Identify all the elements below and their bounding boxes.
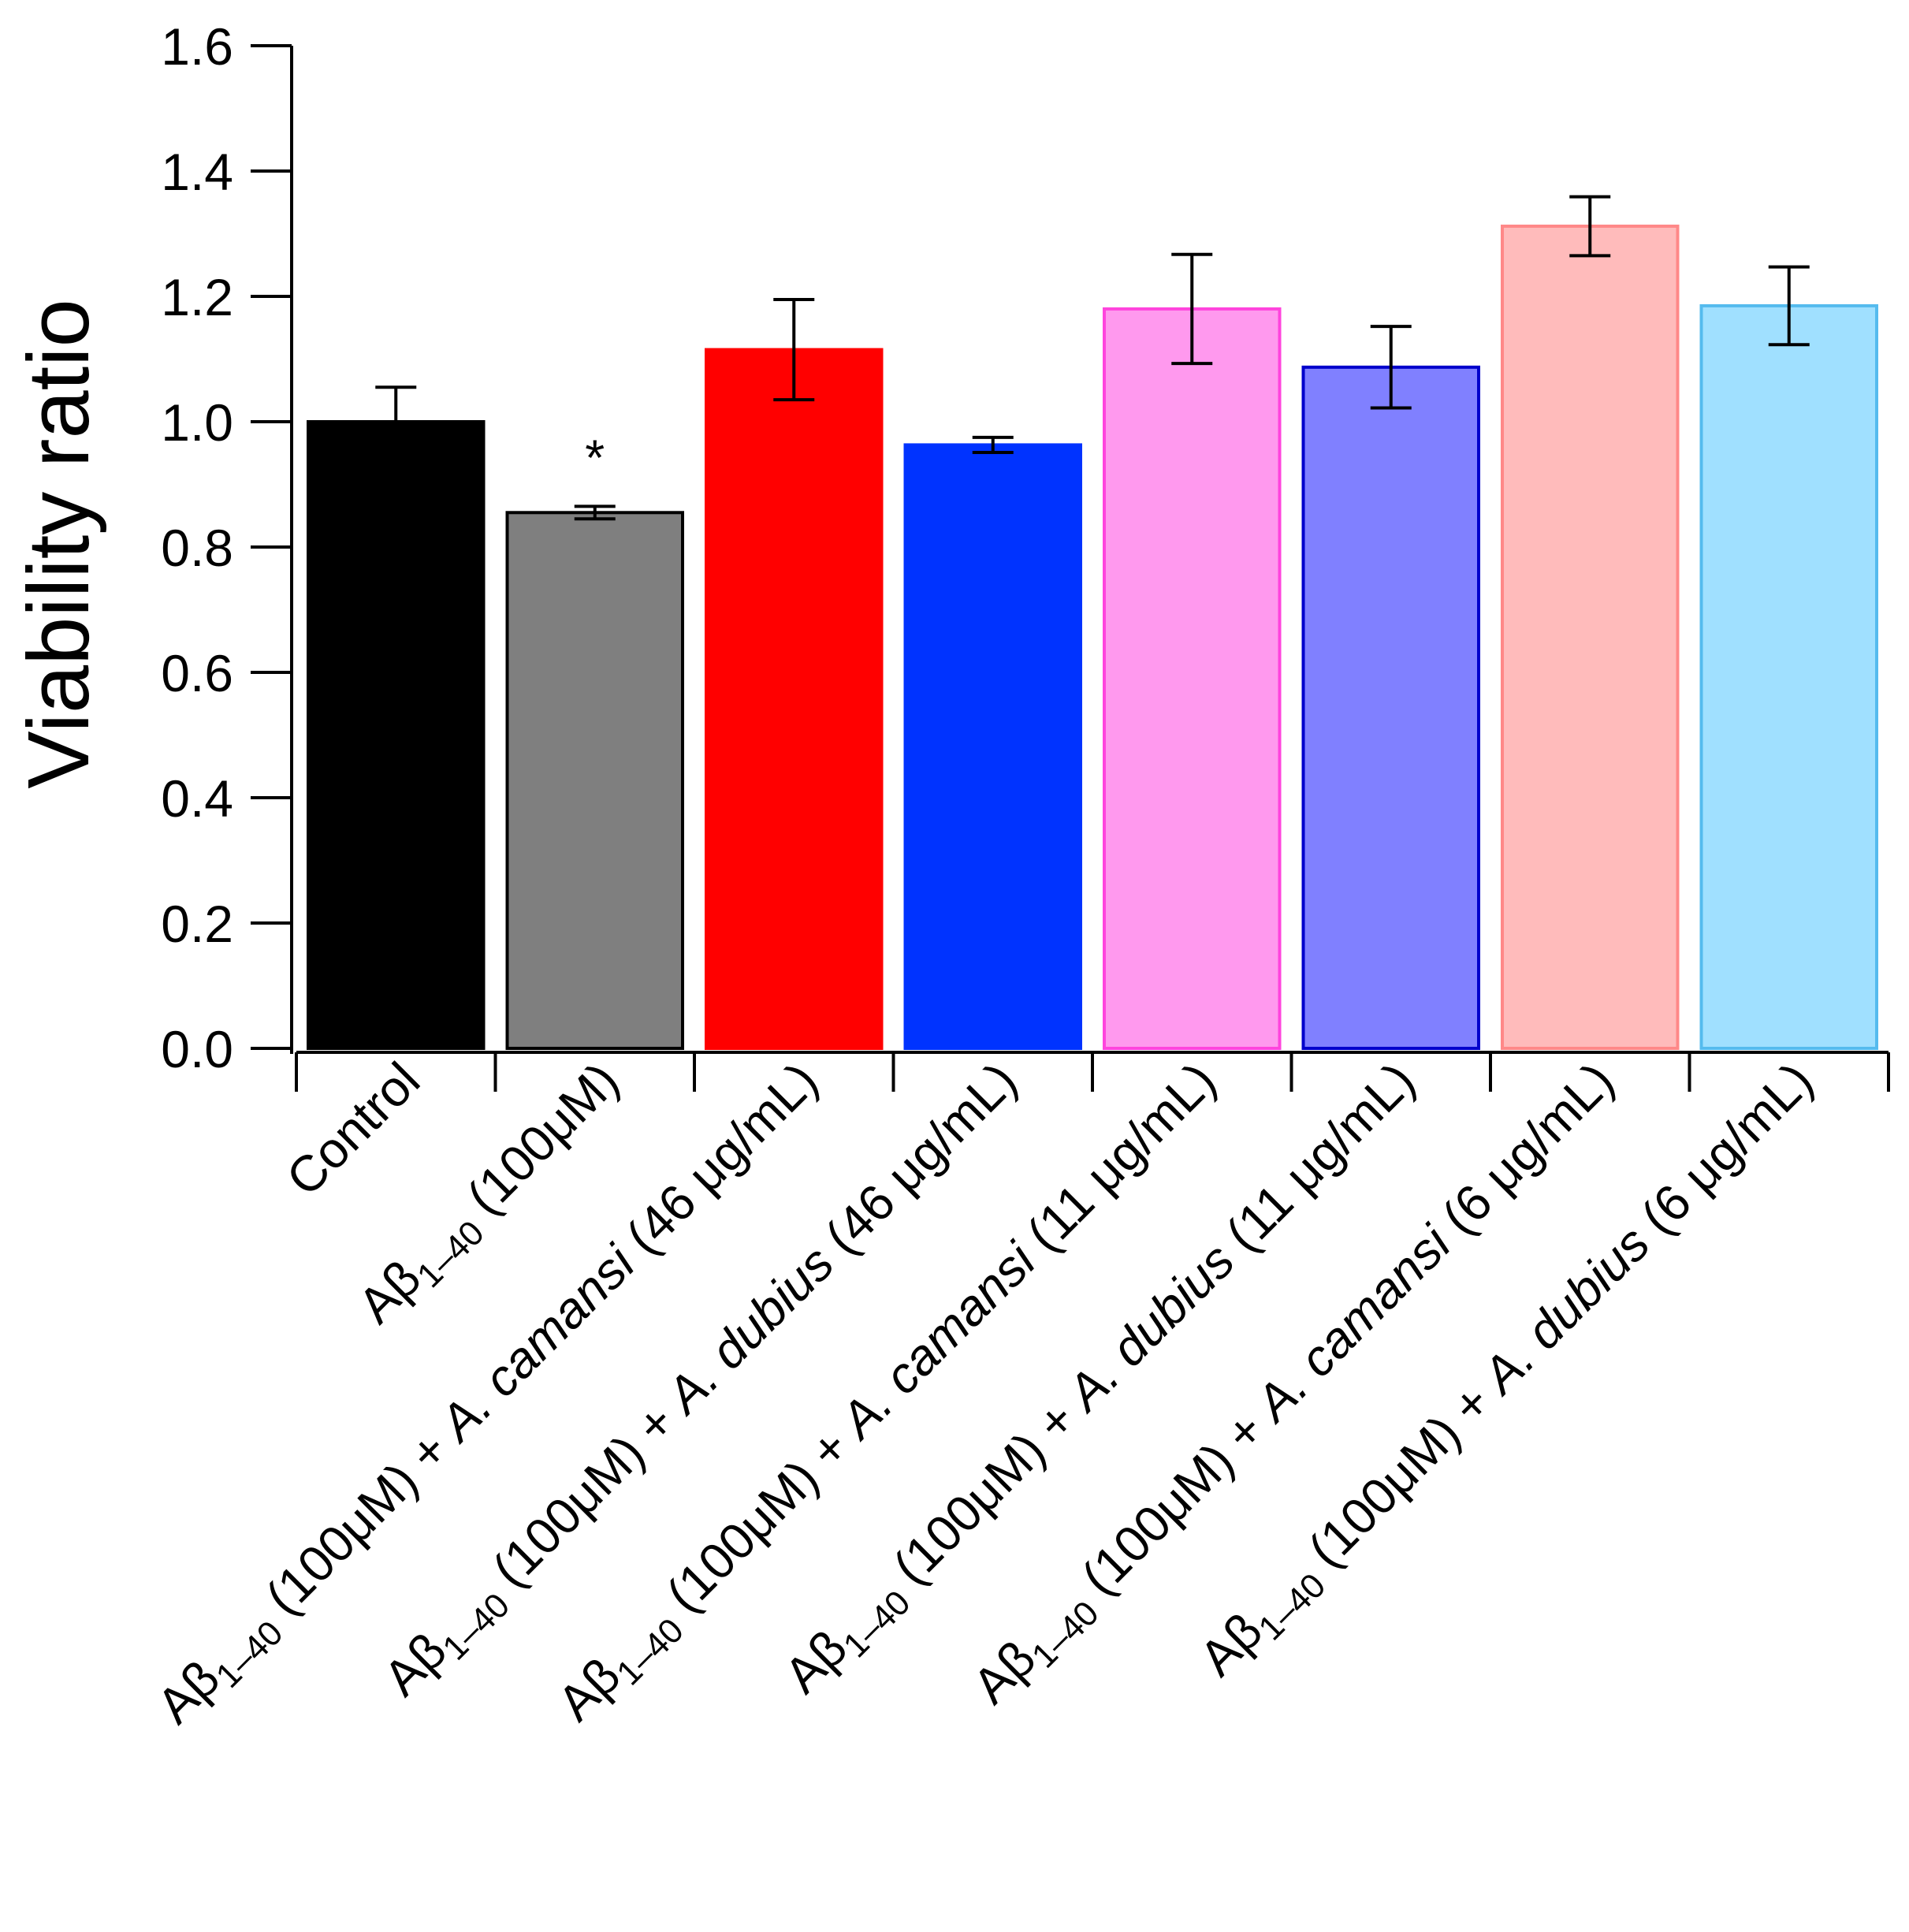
y-tick-label: 0.8: [161, 519, 233, 577]
y-tick-label: 1.6: [161, 17, 233, 76]
error-bar: [375, 385, 417, 458]
significance-marker: *: [585, 429, 605, 486]
bar: [307, 420, 486, 1050]
error-bar: [1171, 252, 1213, 366]
error-bars: [375, 195, 1810, 521]
y-tick-label: 0.0: [161, 1020, 233, 1078]
y-tick-label: 1.0: [161, 393, 233, 452]
bar: [1501, 224, 1680, 1051]
error-bar: [972, 435, 1014, 454]
y-tick-label: 0.6: [161, 644, 233, 702]
y-tick-label: 1.4: [161, 143, 233, 201]
error-bar: [1768, 265, 1810, 347]
bar: [1699, 303, 1878, 1050]
bar: [1301, 365, 1480, 1050]
error-bar: [773, 297, 815, 402]
x-tick-label: Control: [275, 1052, 430, 1207]
error-bar: [1370, 325, 1412, 410]
error-bar: [1569, 195, 1611, 258]
annotations: *: [585, 429, 605, 486]
bar: [903, 443, 1082, 1050]
y-tick-label: 0.4: [161, 769, 233, 828]
bar: [505, 511, 684, 1050]
axes: 0.0 0.2 0.4 0.6 0.8 1.0 1.2 1.4 1.6: [161, 17, 1890, 1092]
error-bar: [574, 504, 616, 521]
y-tick-label: 0.2: [161, 895, 233, 953]
bar: [1103, 307, 1282, 1050]
y-tick-label: 1.2: [161, 268, 233, 326]
y-axis-label: Viability ratio: [10, 299, 107, 789]
bar: [705, 348, 884, 1050]
bars: [307, 224, 1878, 1051]
